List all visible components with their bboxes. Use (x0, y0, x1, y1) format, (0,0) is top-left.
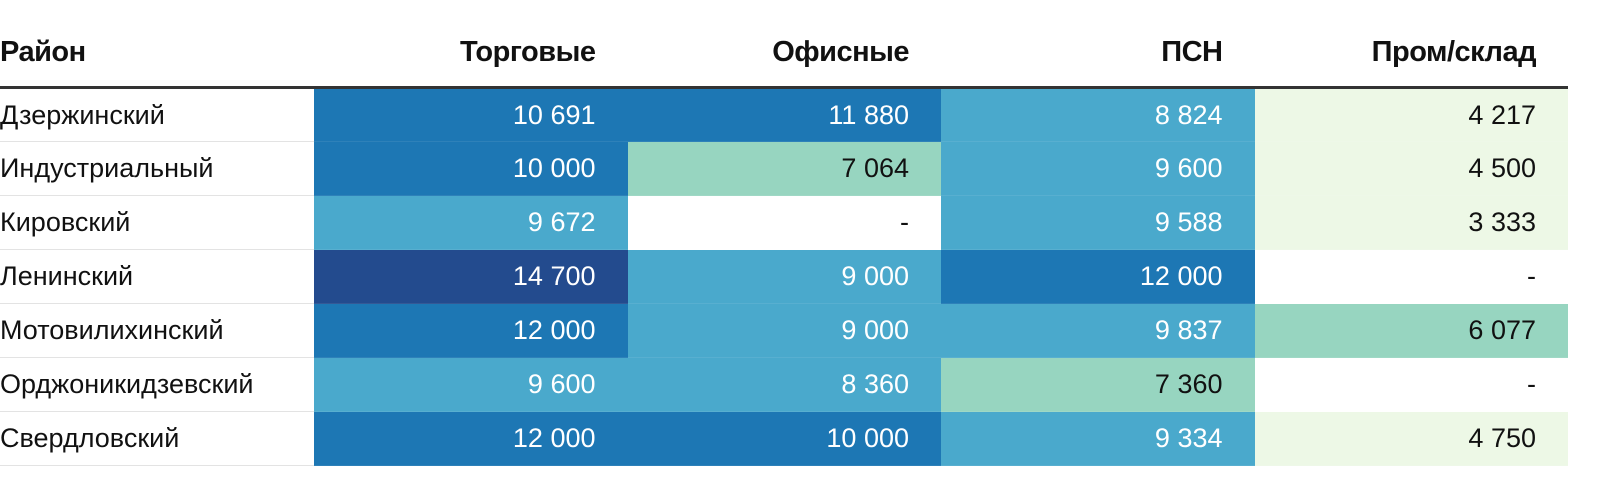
heatmap-cell: 8 360 (627, 357, 941, 412)
heatmap-cell: 9 600 (314, 357, 628, 412)
heatmap-cell: 4 750 (1254, 411, 1568, 466)
table-row: Мотовилихинский 12 000 9 000 9 837 6 077 (0, 303, 1568, 358)
column-header-psn: ПСН (941, 18, 1255, 89)
row-label: Кировский (0, 195, 314, 250)
heatmap-cell: 11 880 (627, 87, 941, 142)
table-row: Индустриальный 10 000 7 064 9 600 4 500 (0, 141, 1568, 196)
heatmap-cell: 4 500 (1254, 141, 1568, 196)
row-label: Индустриальный (0, 141, 314, 196)
heatmap-cell: 9 588 (941, 195, 1255, 250)
column-header-office: Офисные (627, 18, 941, 89)
table-row: Дзержинский 10 691 11 880 8 824 4 217 (0, 87, 1568, 142)
row-label: Ленинский (0, 249, 314, 304)
column-header-retail: Торговые (314, 18, 628, 89)
row-label: Свердловский (0, 411, 314, 466)
heatmap-cell: 10 000 (627, 411, 941, 466)
heatmap-cell: 12 000 (314, 411, 628, 466)
heatmap-cell: 9 600 (941, 141, 1255, 196)
table-row: Ленинский 14 700 9 000 12 000- (0, 249, 1568, 304)
row-label: Орджоникидзевский (0, 357, 314, 412)
heatmap-cell: - (1254, 249, 1568, 304)
column-header-district: Район (0, 18, 314, 89)
row-label: Мотовилихинский (0, 303, 314, 358)
heatmap-cell: 12 000 (941, 249, 1255, 304)
heatmap-table: Район Торговые Офисные ПСН Пром/склад Дз… (0, 18, 1568, 466)
heatmap-cell: - (1254, 357, 1568, 412)
heatmap-cell: 7 360 (941, 357, 1255, 412)
heatmap-cell: 9 000 (627, 249, 941, 304)
heatmap-cell: 8 824 (941, 87, 1255, 142)
heatmap-cell: 9 672 (314, 195, 628, 250)
table-row: Свердловский 12 000 10 000 9 334 4 750 (0, 411, 1568, 466)
heatmap-body: Дзержинский 10 691 11 880 8 824 4 217 Индустр… (0, 87, 1568, 466)
heatmap-cell: 10 000 (314, 141, 628, 196)
row-label: Дзержинский (0, 87, 314, 142)
heatmap-cell: 10 691 (314, 87, 628, 142)
heatmap-cell: 9 837 (941, 303, 1255, 358)
heatmap-cell: 12 000 (314, 303, 628, 358)
heatmap-cell: 9 000 (627, 303, 941, 358)
heatmap-cell: 14 700 (314, 249, 628, 304)
heatmap-cell: 6 077 (1254, 303, 1568, 358)
heatmap-cell: 4 217 (1254, 87, 1568, 142)
table-row: Орджоникидзевский 9 600 8 360 7 360- (0, 357, 1568, 412)
heatmap-cell: 7 064 (627, 141, 941, 196)
header-row: Район Торговые Офисные ПСН Пром/склад (0, 18, 1568, 89)
heatmap-cell: 9 334 (941, 411, 1255, 466)
column-header-industrial: Пром/склад (1254, 18, 1568, 89)
heatmap-cell: - (627, 195, 941, 250)
heatmap-cell: 3 333 (1254, 195, 1568, 250)
table-row: Кировский 9 672-9 588 3 333 (0, 195, 1568, 250)
